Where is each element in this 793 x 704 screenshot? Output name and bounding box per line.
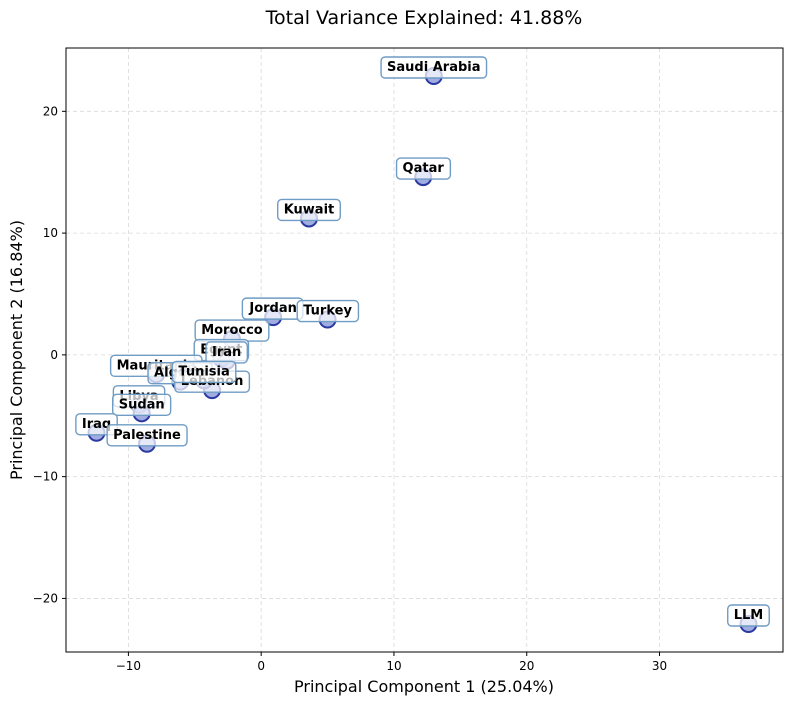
point-labels: Saudi Arabia Qatar Kuwait Jordan Turkey Moroc… [75, 56, 770, 627]
point-label-box [727, 604, 770, 627]
y-tick-label: 0 [50, 348, 58, 362]
x-tick-label: −10 [116, 659, 141, 673]
point-label-text: Turkey [303, 304, 352, 319]
point-label-text: Palestine [113, 428, 181, 443]
point-label-box [277, 198, 341, 222]
x-tick-label: 10 [386, 659, 401, 673]
point-label: LLM [727, 604, 770, 627]
y-tick-label: 20 [43, 104, 58, 118]
plot-frame [65, 47, 784, 653]
point-label: Saudi Arabia [380, 56, 488, 79]
point-label-text: Qatar [403, 161, 445, 176]
point-label-text: Kuwait [284, 202, 335, 217]
point-label-box [380, 56, 488, 79]
point-label-text: Saudi Arabia [387, 60, 480, 75]
point-label-text: Iran [212, 345, 241, 360]
point-label: Morocco [194, 319, 270, 342]
point-label-text: LLM [734, 608, 764, 623]
x-axis-ticks: −10 0 10 20 30 [116, 652, 667, 673]
y-tick-label: 10 [43, 226, 58, 240]
point-label-box [112, 393, 172, 417]
x-axis-label: Principal Component 1 (25.04%) [294, 677, 554, 696]
point-label: Jordan [241, 297, 304, 320]
point-label-box [395, 157, 452, 180]
point-label: Turkey [296, 299, 360, 323]
point-label-text: Jordan [248, 301, 297, 316]
point-label-text: Tunisia [178, 364, 229, 379]
point-label-box [106, 424, 188, 447]
point-label-text: Morocco [201, 323, 263, 338]
point-label: Qatar [395, 157, 452, 180]
point-label-text: Iraq [82, 417, 111, 432]
y-tick-label: −20 [33, 591, 58, 605]
x-tick-label: 30 [652, 659, 667, 673]
point-label-box [296, 299, 360, 323]
point-label: Sudan [112, 393, 172, 417]
x-tick-label: 0 [257, 659, 265, 673]
y-tick-label: −10 [33, 470, 58, 484]
grid-lines [66, 48, 783, 652]
point-label-text: Sudan [119, 397, 165, 412]
point-label: Palestine [106, 424, 188, 447]
point-label: Tunisia [171, 360, 237, 384]
point-label-box [171, 360, 237, 384]
point-label: Iran [205, 341, 249, 364]
y-axis-ticks: −20 −10 0 10 20 [33, 104, 66, 605]
point-label: Kuwait [277, 198, 341, 222]
chart-title: Total Variance Explained: 41.88% [265, 7, 583, 29]
x-tick-label: 20 [519, 659, 534, 673]
data-points [87, 67, 758, 633]
y-axis-label: Principal Component 2 (16.84%) [7, 220, 26, 480]
